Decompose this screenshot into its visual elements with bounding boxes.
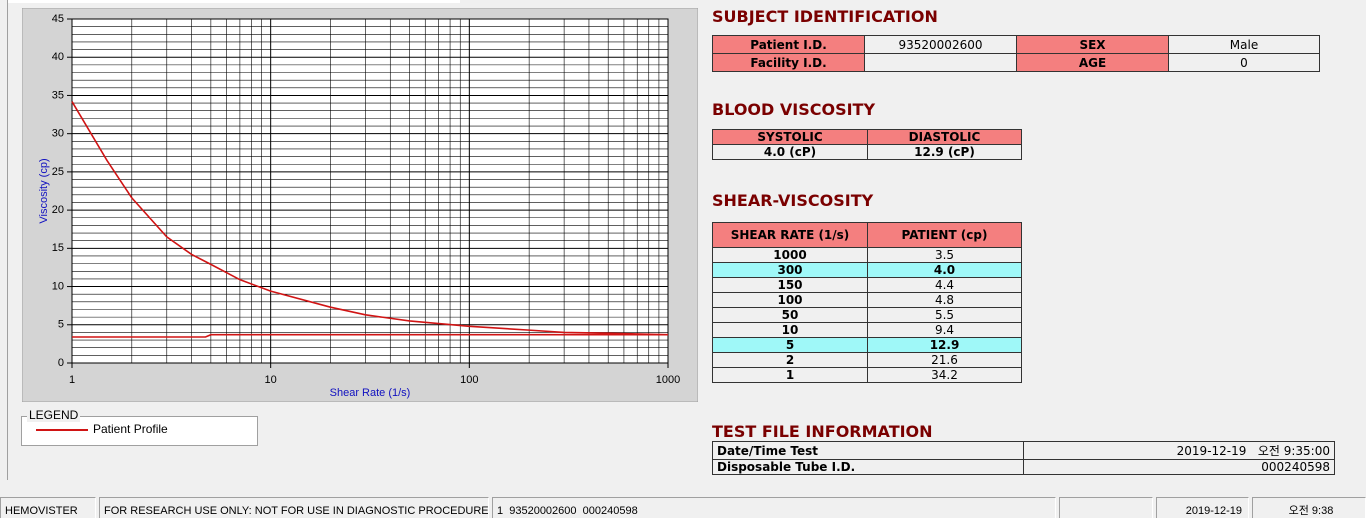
cell xyxy=(864,53,1017,72)
cell: 4.0 xyxy=(867,262,1022,278)
cell: 100 xyxy=(712,292,868,308)
cell: 4.4 xyxy=(867,277,1022,293)
table-row: 10 9.4 xyxy=(712,322,1022,338)
cell: 1 xyxy=(712,367,868,383)
cell: SYSTOLIC xyxy=(712,129,868,145)
table-row: 5 12.9 xyxy=(712,337,1022,353)
y-tick-label: 20 xyxy=(52,204,64,216)
top-bar xyxy=(8,0,460,3)
status-cell: 오전 9:38 xyxy=(1252,497,1366,518)
section-title: TEST FILE INFORMATION xyxy=(712,422,933,441)
shear-viscosity-table: SHEAR RATE (1/s) PATIENT (cp) 1000 3.5 300 4… xyxy=(712,222,1022,383)
x-tick-label: 10 xyxy=(265,374,277,386)
cell: 12.9 (cP) xyxy=(867,144,1022,160)
table-row: 100 4.8 xyxy=(712,292,1022,308)
cell: Patient I.D. xyxy=(712,35,865,54)
cell: 300 xyxy=(712,262,868,278)
cell: Date/Time Test xyxy=(712,441,1024,460)
section-title: SHEAR-VISCOSITY xyxy=(712,191,874,210)
cell: Male xyxy=(1168,35,1320,54)
data-line xyxy=(71,101,669,338)
cell: 21.6 xyxy=(867,352,1022,368)
cell: 12.9 xyxy=(867,337,1022,353)
cell: 2 xyxy=(712,352,868,368)
y-axis-label: Viscosity (cp) xyxy=(38,158,50,223)
x-tick-label: 100 xyxy=(460,374,478,386)
cell: 0 xyxy=(1168,53,1320,72)
cell: 4.0 (cP) xyxy=(712,144,868,160)
x-tick-label: 1000 xyxy=(656,374,680,386)
y-tick-label: 10 xyxy=(52,280,64,292)
y-tick-label: 25 xyxy=(52,166,64,178)
table-row: 50 5.5 xyxy=(712,307,1022,323)
legend-label: Patient Profile xyxy=(93,422,168,436)
test-file-table: Date/Time Test 2019-12-19 오전 9:35:00 Disp… xyxy=(712,441,1335,475)
table-row: 2 21.6 xyxy=(712,352,1022,368)
table-row: 1000 3.5 xyxy=(712,247,1022,263)
status-cell: HEMOVISTER xyxy=(0,497,96,518)
panel-border xyxy=(7,0,8,480)
cell: DIASTOLIC xyxy=(867,129,1022,145)
cell: 9.4 xyxy=(867,322,1022,338)
y-tick-label: 30 xyxy=(52,128,64,140)
y-tick-label: 0 xyxy=(58,357,64,369)
cell: 34.2 xyxy=(867,367,1022,383)
cell: 3.5 xyxy=(867,247,1022,263)
cell: SHEAR RATE (1/s) xyxy=(712,222,868,248)
section-title: BLOOD VISCOSITY xyxy=(712,100,876,119)
legend-title: LEGEND xyxy=(27,408,81,422)
subject-table: Patient I.D. 93520002600 SEX Male Facility … xyxy=(712,35,1320,72)
status-cell: 1 93520002600 000240598 xyxy=(492,497,1056,518)
status-cell: 2019-12-19 xyxy=(1156,497,1249,518)
legend-swatch-box xyxy=(36,429,88,431)
x-tick-label: 1 xyxy=(69,374,75,386)
y-tick-label: 40 xyxy=(52,51,64,63)
plot-frame xyxy=(71,18,669,364)
cell: Facility I.D. xyxy=(712,53,865,72)
cell: AGE xyxy=(1016,53,1169,72)
x-axis-label: Shear Rate (1/s) xyxy=(330,387,411,399)
cell: 000240598 xyxy=(1023,459,1335,475)
chart: Shear Rate (1/s) Viscosity (cp) 0 5 10 15 20… xyxy=(22,8,698,402)
cell: 5.5 xyxy=(867,307,1022,323)
cell: PATIENT (cp) xyxy=(867,222,1022,248)
section-title: SUBJECT IDENTIFICATION xyxy=(712,7,938,26)
y-tick-label: 15 xyxy=(52,242,64,254)
plot-area xyxy=(72,19,668,363)
y-tick-label: 35 xyxy=(52,89,64,101)
blood-viscosity-table: SYSTOLIC DIASTOLIC 4.0 (cP) 12.9 (cP) xyxy=(712,129,1022,160)
cell: Disposable Tube I.D. xyxy=(712,459,1024,475)
status-cell xyxy=(1059,497,1153,518)
cell: 1000 xyxy=(712,247,868,263)
cell: 150 xyxy=(712,277,868,293)
table-row: 150 4.4 xyxy=(712,277,1022,293)
cell: 4.8 xyxy=(867,292,1022,308)
status-cell: FOR RESEARCH USE ONLY: NOT FOR USE IN DI… xyxy=(99,497,489,518)
cell: 10 xyxy=(712,322,868,338)
cell: 2019-12-19 오전 9:35:00 xyxy=(1023,441,1335,460)
cell: 93520002600 xyxy=(864,35,1017,54)
cell: 5 xyxy=(712,337,868,353)
cell: 50 xyxy=(712,307,868,323)
y-tick-label: 5 xyxy=(58,319,64,331)
table-row: 1 34.2 xyxy=(712,367,1022,383)
table-row: 300 4.0 xyxy=(712,262,1022,278)
y-tick-label: 45 xyxy=(52,13,64,25)
cell: SEX xyxy=(1016,35,1169,54)
